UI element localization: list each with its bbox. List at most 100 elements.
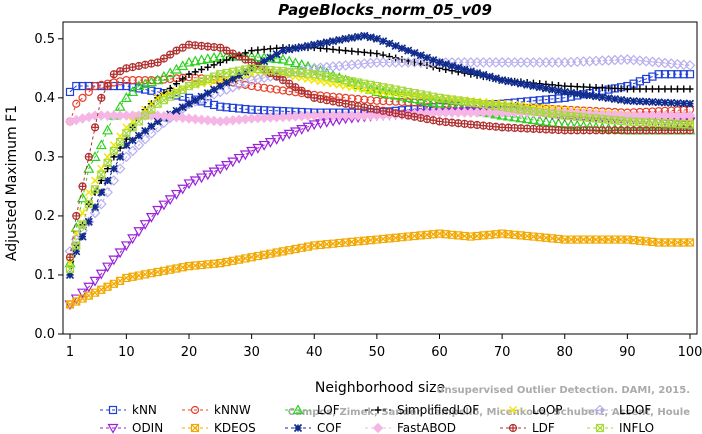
point (278, 86, 288, 95)
legend-item-fastabod: FastABOD (365, 421, 456, 434)
point (623, 96, 632, 105)
point (89, 207, 101, 219)
point (145, 213, 157, 223)
point (202, 53, 214, 63)
point (190, 405, 200, 415)
point (366, 96, 375, 105)
point (120, 92, 132, 102)
point (234, 104, 244, 113)
point (195, 54, 208, 65)
point (202, 115, 213, 126)
point (102, 124, 114, 135)
series-layer (64, 31, 696, 311)
point (78, 182, 87, 191)
point (204, 63, 212, 71)
y-tick-label: 0.2 (34, 209, 55, 224)
point (189, 176, 201, 187)
point (72, 241, 81, 250)
point (235, 71, 244, 80)
point (158, 110, 170, 122)
point (685, 238, 695, 247)
point (166, 84, 174, 92)
y-tick-label: 0.5 (34, 32, 55, 47)
point (247, 81, 256, 91)
point (516, 79, 525, 88)
legend-item-loop: LoOP (500, 403, 563, 417)
point (84, 87, 93, 97)
point (246, 74, 257, 86)
point (427, 96, 439, 107)
point (535, 83, 544, 92)
point (258, 140, 270, 151)
series-ldf (65, 40, 695, 262)
point (515, 112, 527, 123)
point (630, 85, 638, 93)
point (246, 146, 258, 157)
point (147, 122, 156, 131)
point (172, 80, 180, 88)
point (260, 45, 268, 53)
point (114, 163, 126, 175)
point (107, 423, 119, 434)
point (141, 126, 150, 135)
point (508, 423, 518, 433)
point (127, 86, 139, 97)
point (534, 115, 546, 125)
point (296, 59, 308, 69)
point (277, 53, 289, 64)
series-cof (65, 31, 695, 280)
point (252, 143, 264, 154)
legend-label: kNNW (214, 403, 251, 417)
series-inflo (65, 64, 695, 274)
point (341, 34, 350, 43)
point (128, 76, 137, 85)
point (421, 95, 433, 106)
point (554, 86, 563, 95)
point (285, 79, 294, 88)
point (189, 55, 201, 66)
x-tick-label: 60 (431, 345, 448, 360)
point (266, 84, 275, 93)
point (686, 85, 694, 93)
point (592, 84, 600, 92)
point (654, 70, 663, 79)
point (260, 83, 269, 92)
point (260, 57, 269, 66)
point (78, 220, 87, 229)
point (258, 72, 270, 84)
point (454, 63, 463, 72)
legend-item-simplifiedlof: SimplifiedLOF (365, 403, 479, 417)
point (285, 45, 294, 54)
point (567, 82, 575, 90)
point (622, 54, 633, 65)
point (379, 37, 388, 46)
point (308, 120, 320, 131)
point (227, 157, 239, 168)
point (127, 234, 139, 245)
point (640, 55, 652, 67)
point (273, 44, 281, 52)
point (72, 211, 81, 221)
plot-area (62, 21, 698, 335)
point (208, 51, 220, 62)
point (540, 116, 552, 126)
point (183, 113, 195, 124)
y-tick-label: 0.4 (34, 91, 55, 106)
x-tick-label: 80 (556, 345, 573, 360)
point (97, 170, 106, 179)
point (416, 51, 425, 60)
point (684, 110, 696, 121)
point (510, 78, 519, 87)
point (134, 131, 143, 140)
point (272, 85, 281, 94)
series-line (69, 233, 690, 305)
point (221, 161, 233, 171)
point (660, 70, 670, 79)
point (266, 45, 274, 53)
legend: kNN kNNW LOF SimplifiedLOF LoOP LDOF ODIN KDEOS… (100, 403, 654, 434)
legend-item-lof: LOF (285, 403, 340, 417)
point (580, 83, 588, 91)
legend-item-inflo: INFLO (587, 421, 654, 434)
point (139, 220, 151, 230)
point (554, 94, 563, 103)
